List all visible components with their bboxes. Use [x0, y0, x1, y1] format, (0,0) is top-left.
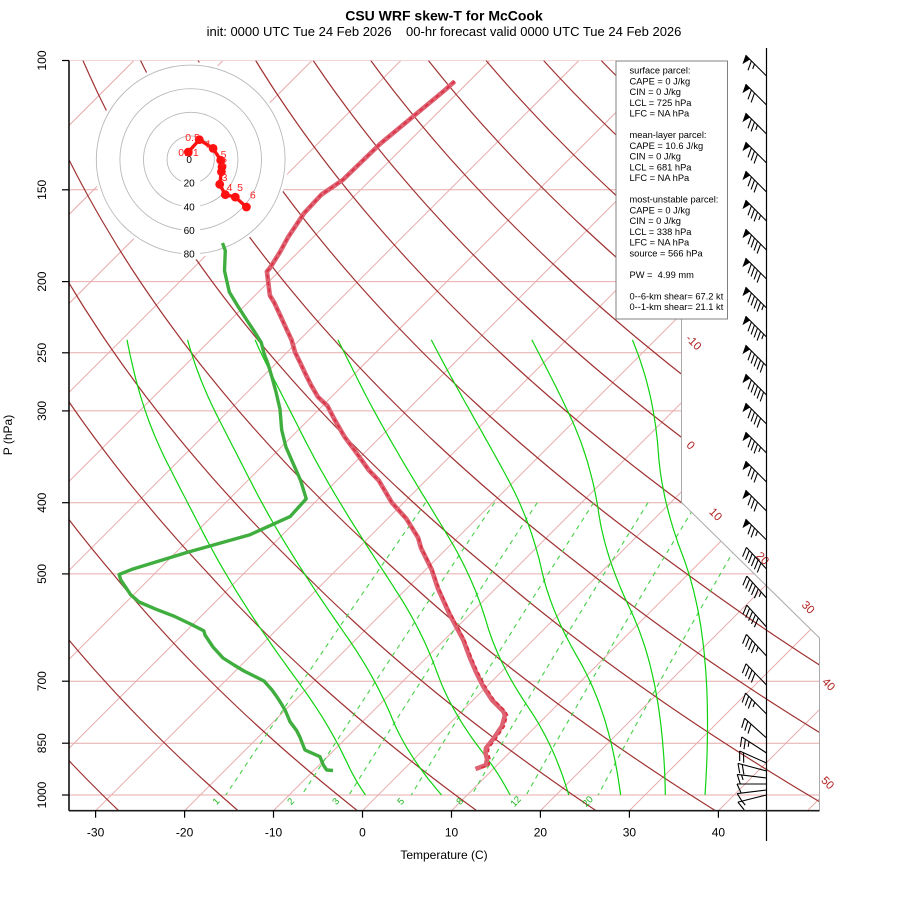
- svg-text:CAPE = 0 J/kg: CAPE = 0 J/kg: [630, 77, 691, 87]
- svg-text:2: 2: [221, 157, 227, 169]
- svg-text:30: 30: [623, 826, 637, 840]
- svg-text:150: 150: [35, 179, 49, 199]
- svg-text:init: 0000 UTC Tue 24 Feb 2026: init: 0000 UTC Tue 24 Feb 2026 00-hr for…: [207, 24, 682, 39]
- svg-text:0--6-km shear= 67.2 kt: 0--6-km shear= 67.2 kt: [630, 291, 724, 301]
- svg-text:400: 400: [35, 492, 49, 512]
- svg-text:CIN = 0 J/kg: CIN = 0 J/kg: [630, 216, 681, 226]
- svg-text:most-unstable parcel:: most-unstable parcel:: [630, 195, 719, 205]
- svg-text:P (hPa): P (hPa): [1, 415, 15, 455]
- svg-text:20: 20: [184, 179, 196, 190]
- svg-text:6: 6: [250, 190, 256, 202]
- svg-text:PW = 4.99 mm: PW = 4.99 mm: [630, 270, 695, 280]
- svg-text:source = 566 hPa: source = 566 hPa: [630, 248, 704, 258]
- svg-text:40: 40: [184, 202, 196, 213]
- svg-text:0: 0: [359, 826, 366, 840]
- svg-text:LCL = 338 hPa: LCL = 338 hPa: [630, 227, 693, 237]
- svg-text:700: 700: [35, 671, 49, 691]
- svg-text:1000: 1000: [35, 781, 49, 808]
- svg-text:40: 40: [712, 826, 726, 840]
- svg-text:mean-layer parcel:: mean-layer parcel:: [630, 130, 707, 140]
- svg-text:-30: -30: [87, 826, 105, 840]
- svg-text:0--1-km shear= 21.1 kt: 0--1-km shear= 21.1 kt: [630, 302, 724, 312]
- svg-text:1: 1: [206, 139, 212, 151]
- svg-text:80: 80: [184, 250, 196, 261]
- svg-text:250: 250: [35, 342, 49, 362]
- svg-text:60: 60: [184, 226, 196, 237]
- svg-text:10: 10: [445, 826, 459, 840]
- svg-text:CSU WRF skew-T for McCook: CSU WRF skew-T for McCook: [345, 8, 543, 24]
- svg-text:-10: -10: [265, 826, 283, 840]
- svg-text:4: 4: [227, 182, 233, 194]
- svg-text:300: 300: [35, 401, 49, 421]
- svg-text:CIN = 0 J/kg: CIN = 0 J/kg: [630, 152, 681, 162]
- svg-text:5: 5: [237, 182, 243, 194]
- svg-text:LFC = NA hPa: LFC = NA hPa: [630, 109, 691, 119]
- svg-text:20: 20: [534, 826, 548, 840]
- svg-text:LCL = 725 hPa: LCL = 725 hPa: [630, 98, 693, 108]
- svg-text:LFC = NA hPa: LFC = NA hPa: [630, 238, 691, 248]
- svg-text:CIN = 0 J/kg: CIN = 0 J/kg: [630, 87, 681, 97]
- svg-text:LCL = 681 hPa: LCL = 681 hPa: [630, 162, 693, 172]
- svg-text:CAPE = 0 J/kg: CAPE = 0 J/kg: [630, 205, 691, 215]
- svg-text:500: 500: [35, 564, 49, 584]
- svg-text:200: 200: [35, 271, 49, 291]
- svg-text:-20: -20: [176, 826, 194, 840]
- svg-text:surface parcel:: surface parcel:: [630, 66, 691, 76]
- svg-text:100: 100: [35, 50, 49, 70]
- svg-text:Temperature (C): Temperature (C): [400, 848, 487, 862]
- svg-text:850: 850: [35, 733, 49, 753]
- svg-text:CAPE = 10.6 J/kg: CAPE = 10.6 J/kg: [630, 141, 704, 151]
- svg-text:LFC = NA hPa: LFC = NA hPa: [630, 173, 691, 183]
